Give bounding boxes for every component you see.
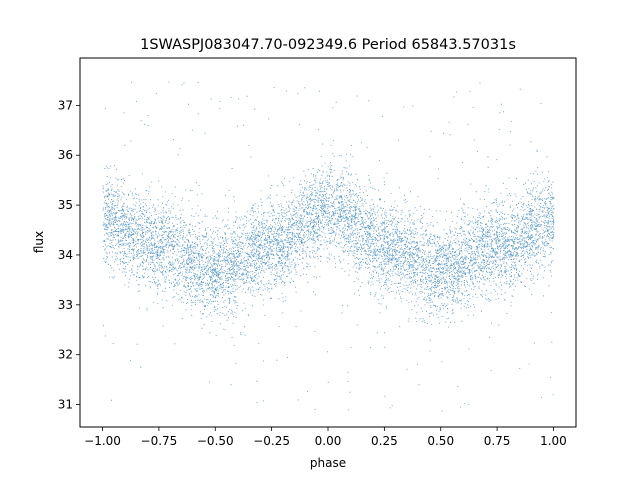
y-axis: 31 32 33 34 35 36 37 <box>58 98 80 412</box>
y-axis-label: flux <box>32 231 46 253</box>
x-tick-label: 0.75 <box>484 434 511 448</box>
x-tick-label: −0.25 <box>253 434 290 448</box>
x-tick-label: 0.25 <box>371 434 398 448</box>
x-axis-label: phase <box>310 456 346 470</box>
x-tick-label: −0.50 <box>197 434 234 448</box>
y-tick-label: 35 <box>58 198 73 212</box>
x-tick-label: 0.50 <box>427 434 454 448</box>
x-tick-label: 1.00 <box>540 434 567 448</box>
y-tick-label: 32 <box>58 348 73 362</box>
x-tick-label: 0.00 <box>315 434 342 448</box>
chart-title: 1SWASPJ083047.70-092349.6 Period 65843.5… <box>140 37 516 53</box>
x-axis: −1.00 −0.75 −0.50 −0.25 0.00 0.25 0.50 0.75 1.00 <box>84 427 567 448</box>
y-tick-label: 34 <box>58 248 73 262</box>
y-tick-label: 36 <box>58 148 73 162</box>
y-tick-label: 33 <box>58 298 73 312</box>
x-tick-label: −1.00 <box>84 434 121 448</box>
y-tick-label: 37 <box>58 98 73 112</box>
y-tick-label: 31 <box>58 398 73 412</box>
x-tick-label: −0.75 <box>141 434 178 448</box>
